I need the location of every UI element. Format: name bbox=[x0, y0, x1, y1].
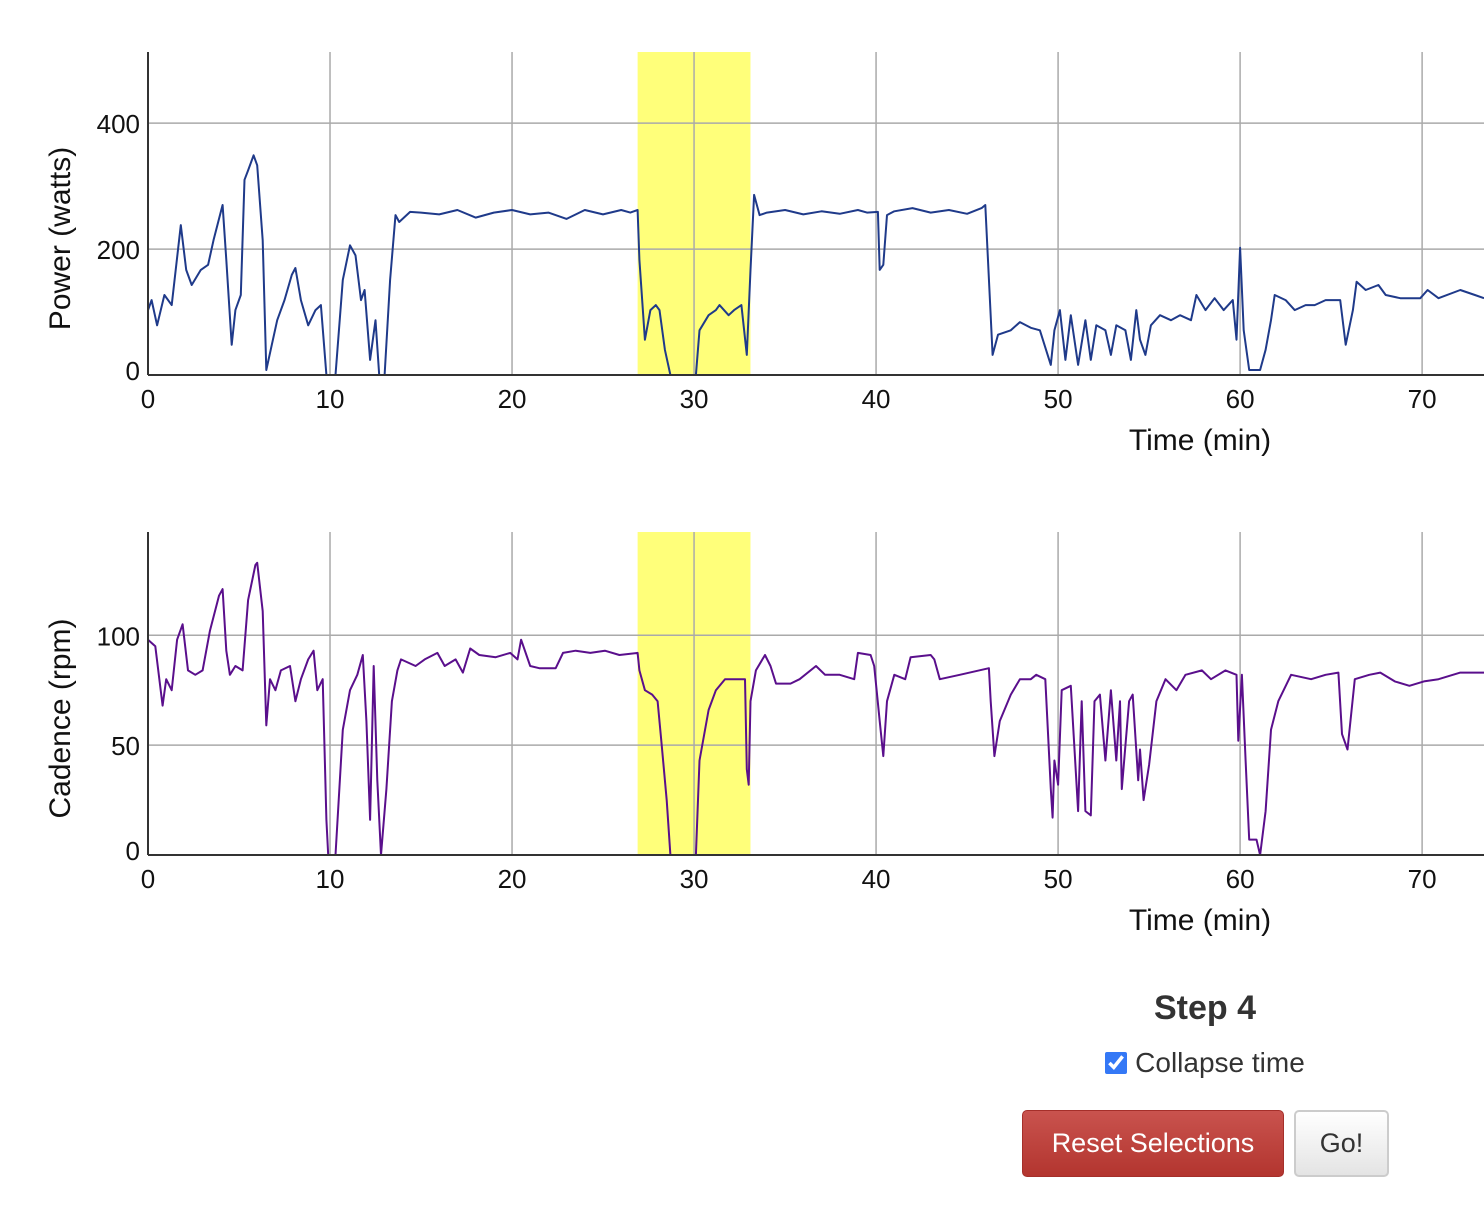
x-tick-label: 40 bbox=[862, 384, 891, 414]
y-tick-label: 0 bbox=[126, 836, 140, 866]
x-tick-label: 50 bbox=[1044, 384, 1073, 414]
x-tick-label: 70 bbox=[1408, 864, 1437, 894]
y-tick-label: 200 bbox=[97, 235, 140, 265]
x-tick-label: 0 bbox=[141, 384, 155, 414]
power-series-line bbox=[147, 154, 1484, 376]
power-chart[interactable]: 0 10 20 30 40 50 60 70 0 200 400 Time (min) Power (w… bbox=[44, 52, 1484, 457]
x-tick-label: 30 bbox=[680, 384, 709, 414]
x-tick-label: 20 bbox=[498, 864, 527, 894]
y-tick-label: 400 bbox=[97, 109, 140, 139]
step-controls: Step 4 Collapse time Reset Selections Go… bbox=[1000, 985, 1410, 1177]
y-axis-title: Cadence (rpm) bbox=[44, 618, 77, 818]
x-tick-label: 0 bbox=[141, 864, 155, 894]
x-tick-label: 10 bbox=[316, 864, 345, 894]
y-tick-label: 100 bbox=[97, 621, 140, 651]
x-tick-label: 20 bbox=[498, 384, 527, 414]
collapse-time-option[interactable]: Collapse time bbox=[1000, 1047, 1410, 1079]
y-axis-title: Power (watts) bbox=[44, 147, 77, 330]
collapse-time-checkbox[interactable] bbox=[1105, 1052, 1128, 1074]
x-tick-label: 60 bbox=[1226, 384, 1255, 414]
x-tick-label: 30 bbox=[680, 864, 709, 894]
x-tick-label: 50 bbox=[1044, 864, 1073, 894]
x-axis-title: Time (min) bbox=[1129, 904, 1271, 937]
x-tick-label: 60 bbox=[1226, 864, 1255, 894]
reset-selections-button[interactable]: Reset Selections bbox=[1022, 1110, 1284, 1177]
cadence-series-line bbox=[147, 561, 1484, 856]
collapse-time-label: Collapse time bbox=[1135, 1047, 1305, 1078]
y-tick-label: 0 bbox=[126, 356, 140, 386]
cadence-chart[interactable]: 0 10 20 30 40 50 60 70 0 50 100 Time (min) Cadence (… bbox=[44, 532, 1484, 937]
step-title: Step 4 bbox=[1153, 989, 1257, 1027]
x-axis-title: Time (min) bbox=[1129, 424, 1271, 457]
button-row: Reset Selections Go! bbox=[1022, 1110, 1389, 1177]
x-tick-label: 70 bbox=[1408, 384, 1437, 414]
x-tick-label: 10 bbox=[316, 384, 345, 414]
go-button[interactable]: Go! bbox=[1294, 1110, 1389, 1177]
x-tick-label: 40 bbox=[862, 864, 891, 894]
y-tick-label: 50 bbox=[111, 731, 140, 761]
